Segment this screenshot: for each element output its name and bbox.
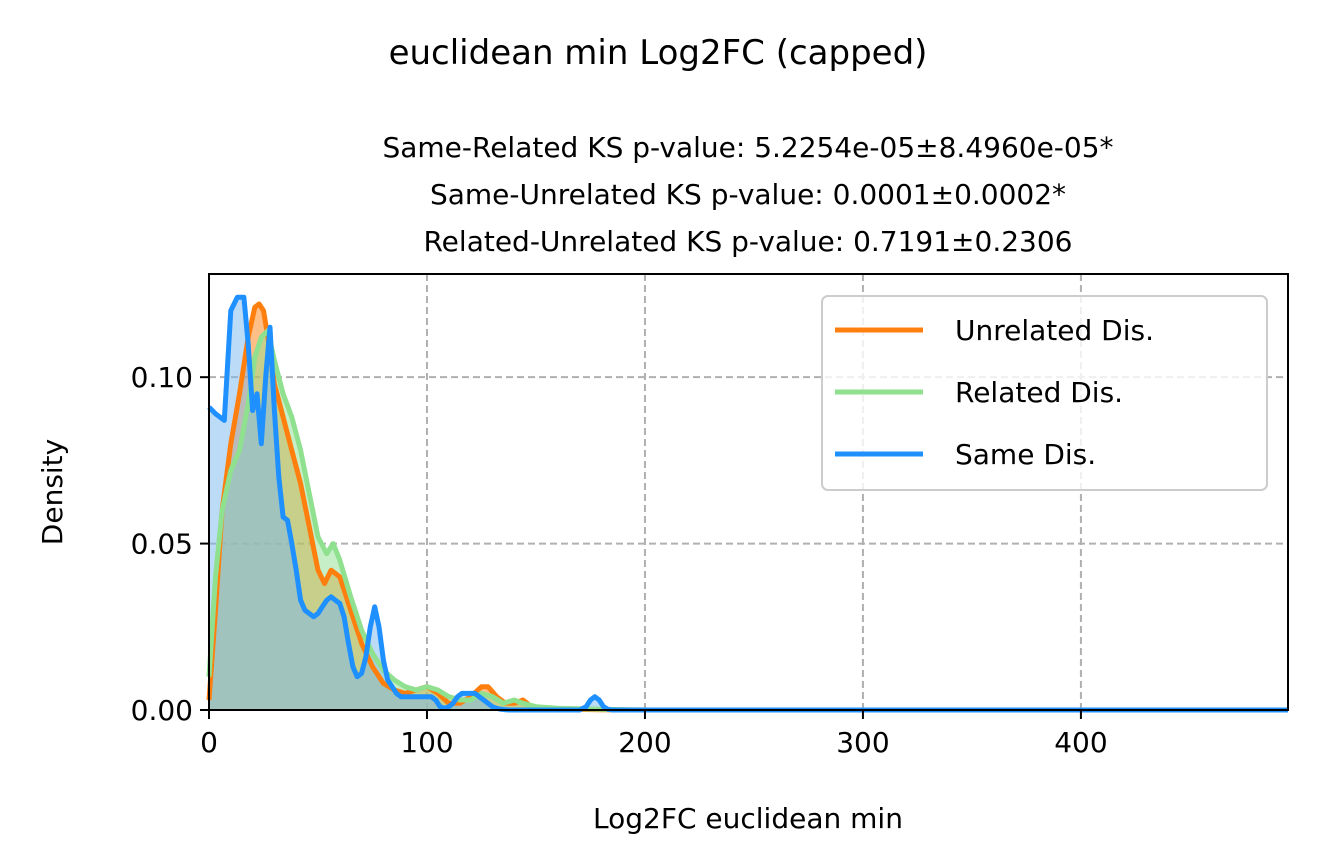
y-tick-label: 0.00 xyxy=(131,694,193,727)
x-tick-label: 0 xyxy=(200,726,218,759)
figure-suptitle: euclidean min Log2FC (capped) xyxy=(389,33,928,73)
chart-title: Same-Related KS p-value: 5.2254e-05±8.49… xyxy=(382,131,1113,258)
chart-title-line: Same-Unrelated KS p-value: 0.0001±0.0002… xyxy=(430,178,1066,211)
legend-box xyxy=(821,295,1268,491)
plot-frame xyxy=(208,273,1289,711)
x-tick-label: 400 xyxy=(1054,726,1107,759)
y-axis-label: Density xyxy=(36,439,69,545)
chart-title-line: Same-Related KS p-value: 5.2254e-05±8.49… xyxy=(382,131,1113,164)
legend: Unrelated Dis. Related Dis. Same Dis. xyxy=(821,295,1268,491)
legend-label: Unrelated Dis. xyxy=(955,314,1154,347)
x-tick-label: 300 xyxy=(836,726,889,759)
chart-title-line: Related-Unrelated KS p-value: 0.7191±0.2… xyxy=(423,225,1072,258)
x-axis-label: Log2FC euclidean min xyxy=(593,802,903,835)
x-tick-label: 200 xyxy=(618,726,671,759)
y-tick-label: 0.05 xyxy=(131,528,193,561)
legend-label: Same Dis. xyxy=(955,438,1096,471)
legend-label: Related Dis. xyxy=(955,376,1123,409)
series-fill xyxy=(209,297,1288,710)
x-tick-label: 100 xyxy=(400,726,453,759)
density-fills xyxy=(209,297,1288,710)
y-tick-label: 0.10 xyxy=(131,361,193,394)
plot-area xyxy=(206,273,1289,713)
x-axis-ticks: 0 100 200 300 400 xyxy=(200,710,1108,759)
y-axis-ticks: 0.00 0.05 0.10 xyxy=(131,361,209,727)
